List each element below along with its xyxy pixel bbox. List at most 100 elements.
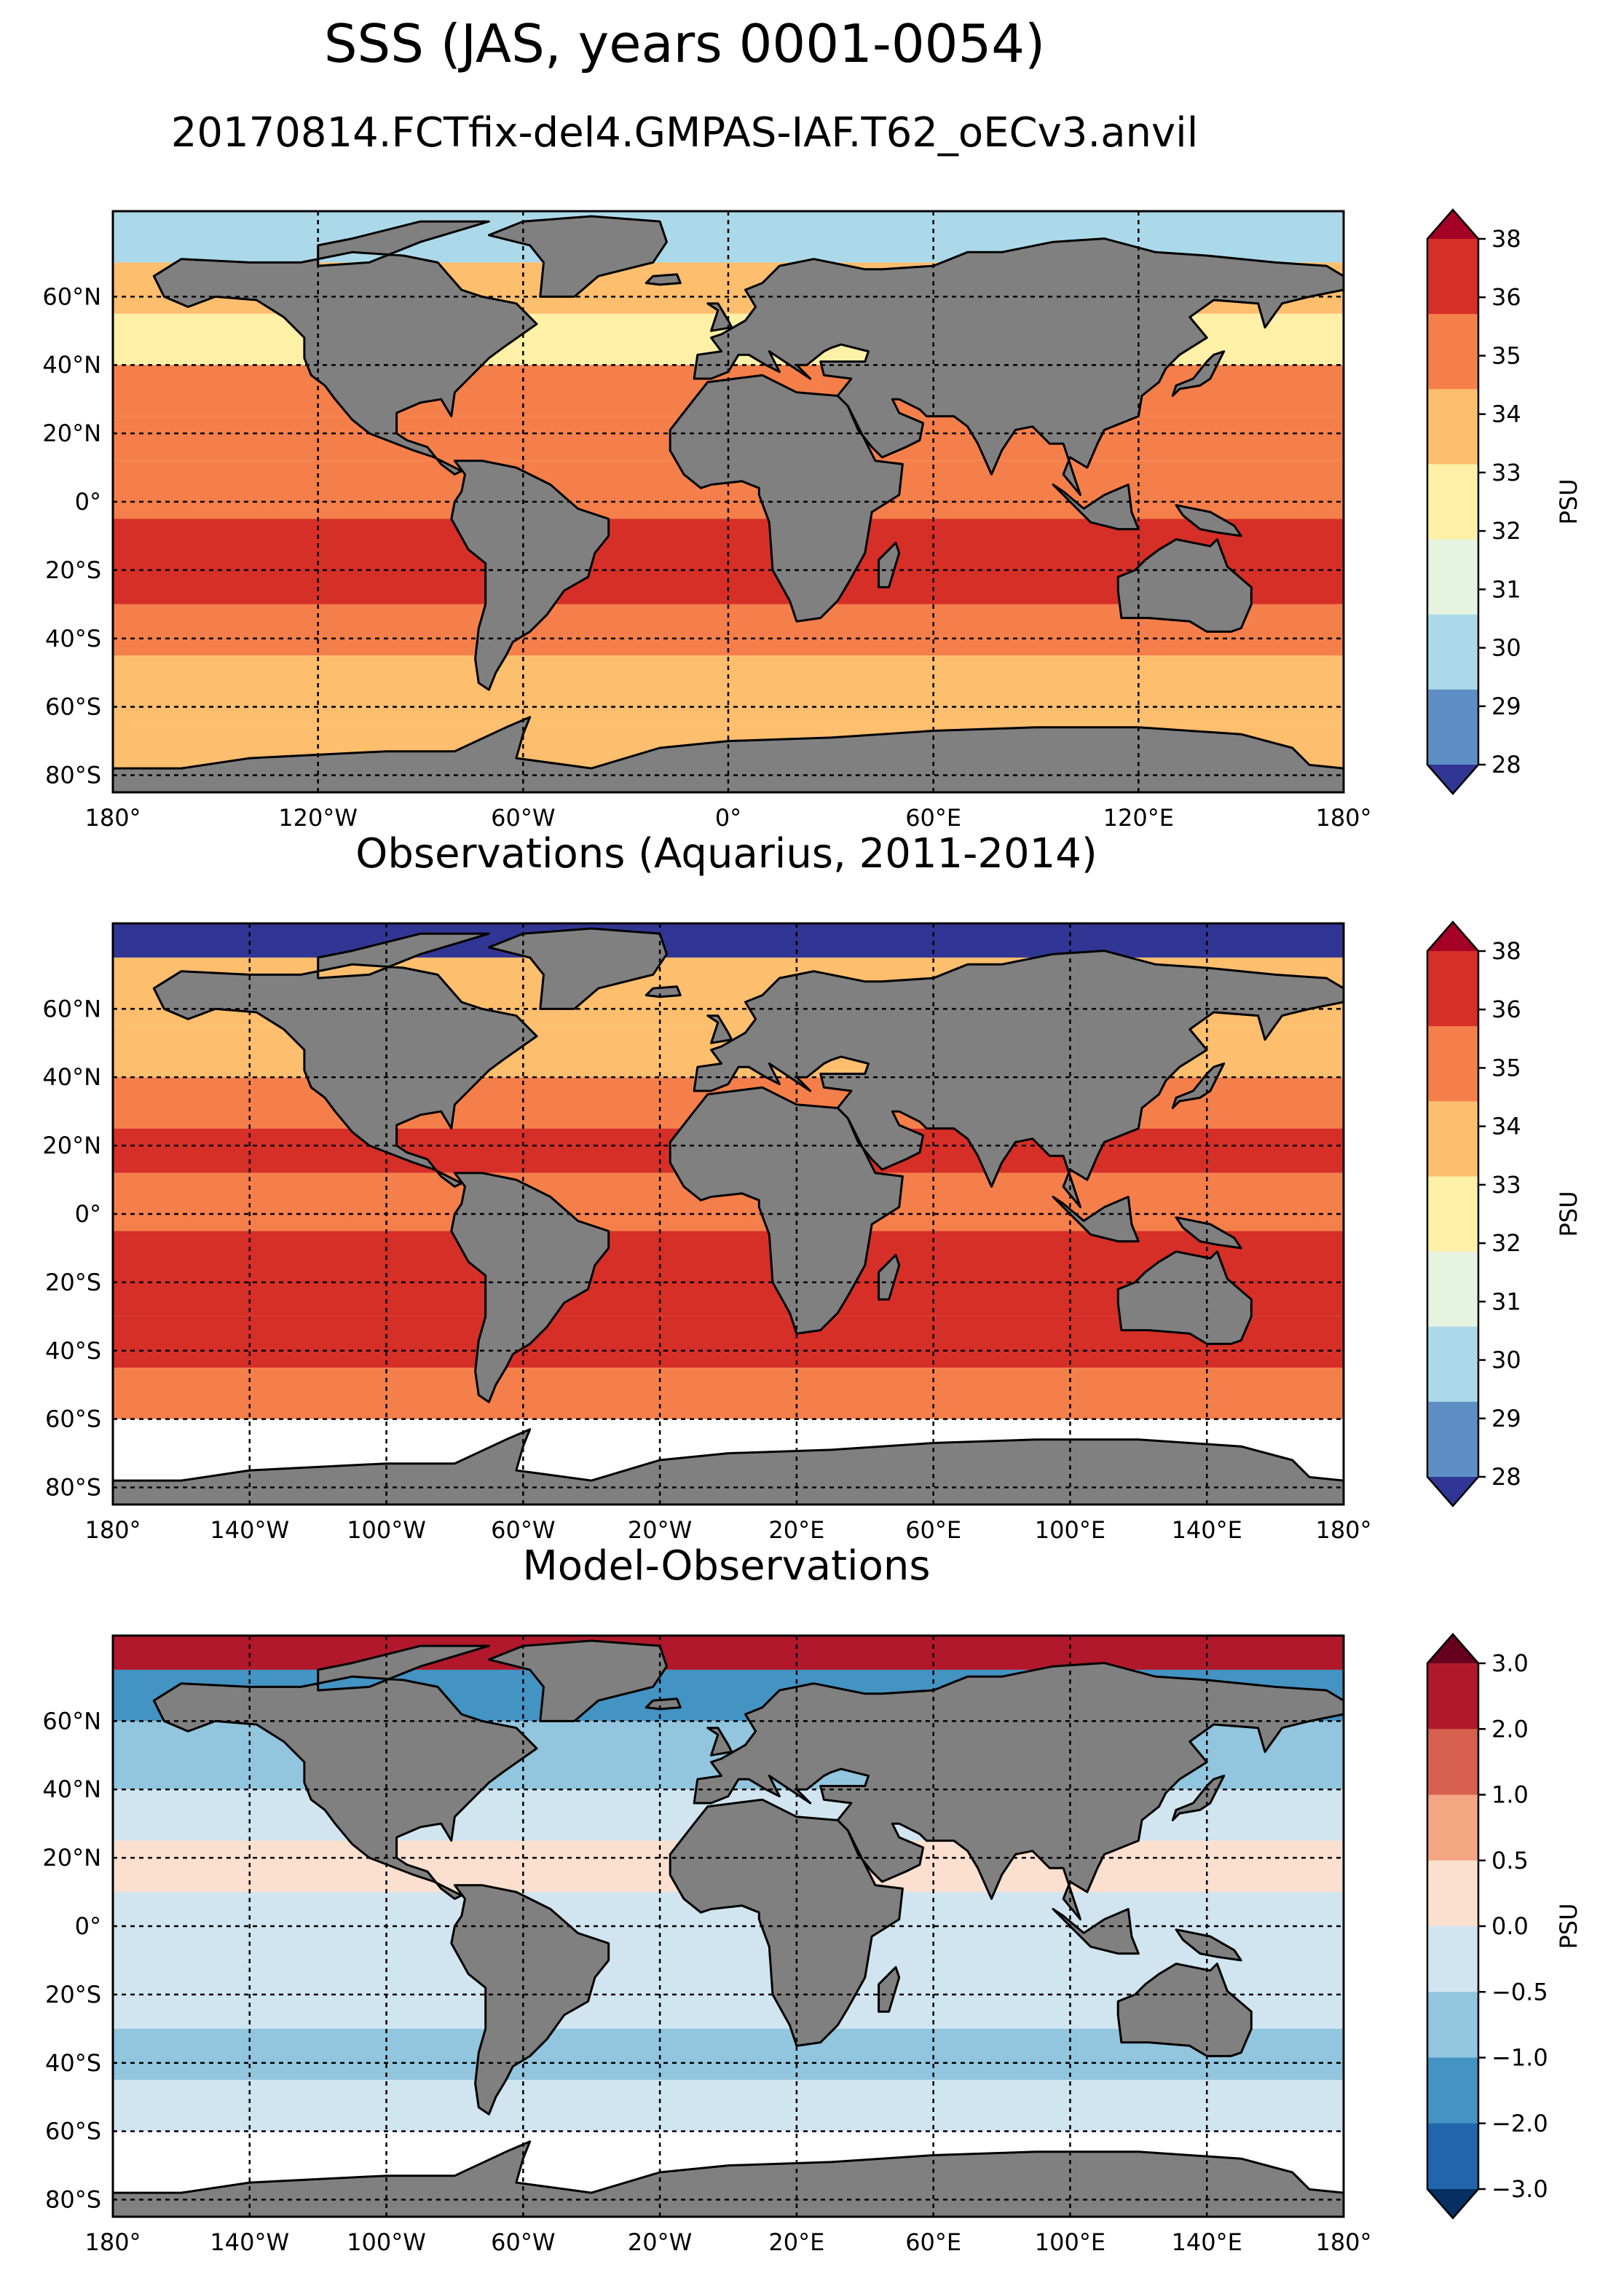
- difference-colorbar: 3.0 2.0 1.0 0.5 0.0 −0.5 −1.0 −2.0 −3.0 PSU: [1426, 1633, 1582, 2220]
- colorbar-tick-label: 29: [1491, 1405, 1521, 1432]
- salinity-band-8: [113, 2080, 1344, 2132]
- lat-tick-label: 80°S: [45, 1474, 101, 1502]
- colorbar-tick-label: 30: [1491, 634, 1521, 662]
- colorbar-extend-max: [1427, 1634, 1478, 1663]
- lat-tick-label: 40°S: [45, 2049, 101, 2077]
- colorbar-swatches: [1427, 922, 1478, 1506]
- lat-tick-label: 20°N: [42, 419, 101, 447]
- land-mask: [111, 215, 1345, 794]
- lon-tick-label: 180°: [1315, 1516, 1371, 1544]
- lat-tick-label: 60°N: [42, 995, 101, 1022]
- colorbar-tick-label: 28: [1491, 751, 1521, 778]
- difference-map-panel: 60°N 40°N 20°N 0° 20°S 40°S 60°S 80°S 180° 140°W 1…: [42, 1634, 1372, 2256]
- colorbar-tick-label: −1.0: [1491, 2044, 1548, 2072]
- lon-tick-label: 180°: [1315, 2228, 1371, 2256]
- lon-tick-label: 120°E: [1103, 804, 1174, 832]
- lon-tick-label: 140°E: [1172, 1516, 1242, 1544]
- model-map-panel: 60°N 40°N 20°N 0° 20°S 40°S 60°S 80°S 180° 120°W 6…: [42, 210, 1372, 832]
- salinity-band-0: [113, 1636, 1344, 1670]
- lat-tick-label: 40°S: [45, 1337, 101, 1365]
- colorbar-tick-label: 0.5: [1491, 1847, 1529, 1874]
- colorbar-label: PSU: [1555, 478, 1582, 524]
- colorbar-tick-label: 30: [1491, 1346, 1521, 1374]
- salinity-band-8: [113, 1368, 1344, 1419]
- colorbar-swatch-6: [1427, 2057, 1478, 2124]
- lat-tick-label: 40°N: [42, 351, 101, 379]
- lon-tick-label: 60°E: [905, 2228, 961, 2256]
- colorbar-tick-label: 36: [1491, 283, 1521, 311]
- colorbar-swatch-3: [1427, 1860, 1478, 1927]
- lat-tick-label: 60°S: [45, 693, 101, 721]
- colorbar-swatch-1: [1427, 1729, 1478, 1795]
- colorbar-tick-label: 33: [1491, 1171, 1521, 1199]
- colorbar-tick-label: 33: [1491, 459, 1521, 486]
- lon-tick-label: 180°: [1315, 804, 1371, 832]
- colorbar-swatch-5: [1427, 1992, 1478, 2058]
- colorbar-label: PSU: [1555, 1191, 1582, 1237]
- model-colorbar: 38 36 35 34 33 32 31 30 29 28 PSU: [1426, 208, 1582, 795]
- colorbar-swatch-0: [1427, 951, 1478, 1027]
- lon-tick-label: 60°E: [905, 804, 961, 832]
- colorbar-swatch-2: [1427, 389, 1478, 465]
- colorbar-swatch-5: [1427, 614, 1478, 690]
- colorbar-swatch-3: [1427, 1176, 1478, 1253]
- lon-tick-label: 20°W: [628, 1516, 692, 1544]
- lon-tick-label: 120°W: [278, 804, 358, 832]
- colorbar-swatch-6: [1427, 689, 1478, 765]
- lat-tick-label: 60°N: [42, 283, 101, 310]
- colorbar-swatches: [1427, 1634, 1478, 2218]
- lat-tick-label: 40°S: [45, 625, 101, 652]
- colorbar-tick-label: −0.5: [1491, 1978, 1548, 2006]
- map-frame: [111, 1634, 1345, 2218]
- colorbar-swatch-1: [1427, 1026, 1478, 1102]
- lat-tick-label: 20°N: [42, 1132, 101, 1159]
- lon-tick-label: 100°E: [1035, 2228, 1105, 2256]
- lon-tick-label: 180°: [84, 2228, 141, 2256]
- graticule: [111, 923, 1345, 1505]
- colorbar-tick-label: 29: [1491, 693, 1521, 720]
- colorbar-extend-min: [1427, 2189, 1478, 2218]
- colorbar-swatch-7: [1427, 2123, 1478, 2190]
- lon-tick-label: 100°W: [347, 2228, 426, 2256]
- lon-tick-label: 60°W: [491, 804, 555, 832]
- observations-colorbar: 38 36 35 34 33 32 31 30 29 28 PSU: [1426, 920, 1582, 1507]
- lon-tick-label: 20°E: [768, 1516, 824, 1544]
- colorbar-extend-min: [1427, 1477, 1478, 1506]
- lat-tick-label: 40°N: [42, 1775, 101, 1803]
- colorbar-tick-label: 35: [1491, 1054, 1521, 1081]
- land-mask: [111, 927, 1345, 1506]
- lat-tick-label: 60°S: [45, 2118, 101, 2145]
- colorbar-tick-label: 34: [1491, 401, 1521, 428]
- map-frame: [111, 210, 1345, 794]
- colorbar-swatch-0: [1427, 1663, 1478, 1730]
- colorbar-swatch-2: [1427, 1794, 1478, 1861]
- lat-tick-label: 80°S: [45, 2186, 101, 2214]
- colorbar-tick-label: 2.0: [1491, 1715, 1529, 1743]
- colorbar-swatch-5: [1427, 1326, 1478, 1403]
- colorbar-swatch-2: [1427, 1101, 1478, 1177]
- colorbar-swatch-6: [1427, 1401, 1478, 1478]
- colorbar-tick-label: 38: [1491, 937, 1521, 965]
- colorbar-tick-label: 35: [1491, 342, 1521, 369]
- lon-tick-label: 60°E: [905, 1516, 961, 1544]
- lon-tick-label: 140°E: [1172, 2228, 1242, 2256]
- colorbar-swatch-4: [1427, 539, 1478, 615]
- lon-tick-label: 60°W: [491, 1516, 555, 1544]
- colorbar-tick-label: −3.0: [1491, 2175, 1548, 2203]
- lon-tick-label: 140°W: [210, 1516, 289, 1544]
- lon-tick-label: 0°: [715, 804, 741, 832]
- lon-tick-label: 20°E: [768, 2228, 824, 2256]
- land-mask: [111, 1639, 1345, 2218]
- lon-tick-label: 180°: [84, 1516, 141, 1544]
- colorbar-swatch-0: [1427, 239, 1478, 315]
- lon-tick-label: 20°W: [628, 2228, 692, 2256]
- colorbar-label: PSU: [1555, 1903, 1582, 1949]
- main-title: SSS (JAS, years 0001-0054): [323, 13, 1046, 74]
- observations-map-panel: 60°N 40°N 20°N 0° 20°S 40°S 60°S 80°S 180° 140°W 1…: [42, 922, 1372, 1544]
- lat-tick-label: 0°: [75, 1912, 101, 1940]
- salinity-band-0: [113, 923, 1344, 958]
- colorbar-extend-max: [1427, 210, 1478, 239]
- colorbar-tick-label: 28: [1491, 1463, 1521, 1491]
- lat-tick-label: 60°S: [45, 1405, 101, 1433]
- lon-tick-label: 100°E: [1035, 1516, 1105, 1544]
